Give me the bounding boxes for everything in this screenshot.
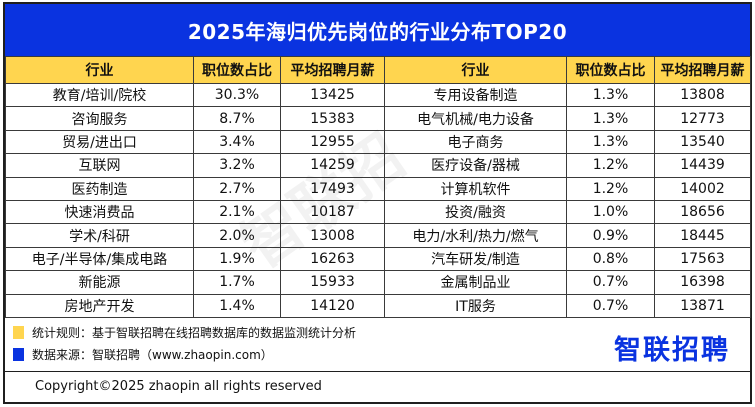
industry-cell: 学术/科研 (5, 223, 194, 248)
share-cell: 3.2% (193, 153, 281, 178)
salary-cell: 13425 (280, 82, 385, 108)
salary-cell: 13808 (654, 82, 751, 108)
salary-cell: 12955 (280, 129, 385, 155)
table-body: 教育/培训/院校 30.3% 13425 专用设备制造 1.3% 13808 咨询服务 8.7… (5, 82, 751, 318)
industry-cell: 快速消费品 (5, 199, 194, 225)
industry-cell: 互联网 (5, 153, 194, 178)
salary-cell: 13540 (654, 129, 751, 155)
share-cell: 8.7% (193, 106, 281, 131)
share-cell: 0.8% (566, 246, 655, 272)
copyright-bar: Copyright©2025 zhaopin all rights reserv… (5, 370, 750, 401)
table-row: 学术/科研 2.0% 13008 电力/水利/热力/燃气 0.9% 18445 (5, 223, 751, 248)
column-header: 行业 (5, 56, 194, 84)
share-cell: 1.3% (566, 129, 655, 155)
column-header: 行业 (384, 56, 567, 84)
industry-cell: 电子/半导体/集成电路 (5, 246, 194, 272)
column-header: 职位数占比 (193, 56, 281, 84)
share-cell: 1.7% (193, 270, 281, 295)
column-header: 平均招聘月薪 (280, 56, 385, 84)
share-cell: 30.3% (193, 82, 281, 108)
table-header-row: 行业 职位数占比 平均招聘月薪 行业 职位数占比 平均招聘月薪 (5, 56, 751, 84)
share-cell: 0.7% (566, 270, 655, 295)
salary-cell: 12773 (654, 106, 751, 131)
industry-table: 行业 职位数占比 平均招聘月薪 行业 职位数占比 平均招聘月薪 教育/培训/院校… (5, 56, 751, 318)
salary-cell: 15383 (280, 106, 385, 131)
share-cell: 1.0% (566, 199, 655, 225)
yellow-marker-icon (13, 325, 24, 339)
share-cell: 0.7% (566, 293, 655, 318)
industry-cell: IT服务 (384, 293, 567, 318)
salary-cell: 14259 (280, 153, 385, 178)
share-cell: 1.2% (566, 176, 655, 201)
industry-cell: 房地产开发 (5, 293, 194, 318)
stat-rule-text: 统计规则：基于智联招聘在线招聘数据库的数据监测统计分析 (32, 325, 357, 340)
share-cell: 2.7% (193, 176, 281, 201)
industry-cell: 贸易/进出口 (5, 129, 194, 155)
salary-cell: 16263 (280, 246, 385, 272)
salary-cell: 17563 (654, 246, 751, 272)
column-header: 平均招聘月薪 (654, 56, 751, 84)
data-source-note: 数据来源：智联招聘（www.zhaopin.com） (13, 346, 273, 363)
industry-cell: 咨询服务 (5, 106, 194, 131)
industry-cell: 电子商务 (384, 129, 567, 155)
industry-cell: 新能源 (5, 270, 194, 295)
copyright-text: Copyright©2025 zhaopin all rights reserv… (35, 378, 322, 394)
salary-cell: 18656 (654, 199, 751, 225)
industry-cell: 电力/水利/热力/燃气 (384, 223, 567, 248)
share-cell: 1.4% (193, 293, 281, 318)
salary-cell: 10187 (280, 199, 385, 225)
industry-cell: 计算机软件 (384, 176, 567, 201)
data-source-text: 数据来源：智联招聘（www.zhaopin.com） (32, 347, 273, 362)
industry-cell: 医药制造 (5, 176, 194, 201)
table-row: 贸易/进出口 3.4% 12955 电子商务 1.3% 13540 (5, 129, 751, 155)
table-row: 教育/培训/院校 30.3% 13425 专用设备制造 1.3% 13808 (5, 82, 751, 108)
salary-cell: 14002 (654, 176, 751, 201)
share-cell: 0.9% (566, 223, 655, 248)
column-header: 职位数占比 (566, 56, 655, 84)
industry-cell: 汽车研发/制造 (384, 246, 567, 272)
share-cell: 2.0% (193, 223, 281, 248)
report-title: 2025年海归优先岗位的行业分布TOP20 (5, 4, 750, 56)
table-row: 房地产开发 1.4% 14120 IT服务 0.7% 13871 (5, 293, 751, 318)
share-cell: 1.9% (193, 246, 281, 272)
salary-cell: 18445 (654, 223, 751, 248)
table-row: 互联网 3.2% 14259 医疗设备/器械 1.2% 14439 (5, 153, 751, 178)
share-cell: 1.3% (566, 106, 655, 131)
share-cell: 3.4% (193, 129, 281, 155)
stat-rule-note: 统计规则：基于智联招聘在线招聘数据库的数据监测统计分析 (13, 324, 356, 341)
industry-cell: 电气机械/电力设备 (384, 106, 567, 131)
industry-cell: 教育/培训/院校 (5, 82, 194, 108)
salary-cell: 13008 (280, 223, 385, 248)
salary-cell: 15933 (280, 270, 385, 295)
salary-cell: 14120 (280, 293, 385, 318)
industry-cell: 医疗设备/器械 (384, 153, 567, 178)
share-cell: 2.1% (193, 199, 281, 225)
report-frame: 2025年海归优先岗位的行业分布TOP20 智联招 行业 职位数占比 平均招聘月… (3, 2, 752, 404)
table-row: 医药制造 2.7% 17493 计算机软件 1.2% 14002 (5, 176, 751, 201)
salary-cell: 13871 (654, 293, 751, 318)
salary-cell: 16398 (654, 270, 751, 295)
zhaopin-logo: 智联招聘 (614, 334, 730, 366)
footer: 统计规则：基于智联招聘在线招聘数据库的数据监测统计分析 数据来源：智联招聘（ww… (5, 318, 750, 403)
table-row: 快速消费品 2.1% 10187 投资/融资 1.0% 18656 (5, 199, 751, 225)
blue-marker-icon (13, 347, 24, 361)
share-cell: 1.3% (566, 82, 655, 108)
table-row: 咨询服务 8.7% 15383 电气机械/电力设备 1.3% 12773 (5, 106, 751, 131)
salary-cell: 17493 (280, 176, 385, 201)
salary-cell: 14439 (654, 153, 751, 178)
industry-cell: 专用设备制造 (384, 82, 567, 108)
table-row: 新能源 1.7% 15933 金属制品业 0.7% 16398 (5, 270, 751, 295)
table-row: 电子/半导体/集成电路 1.9% 16263 汽车研发/制造 0.8% 17563 (5, 246, 751, 272)
share-cell: 1.2% (566, 153, 655, 178)
industry-cell: 金属制品业 (384, 270, 567, 295)
industry-cell: 投资/融资 (384, 199, 567, 225)
